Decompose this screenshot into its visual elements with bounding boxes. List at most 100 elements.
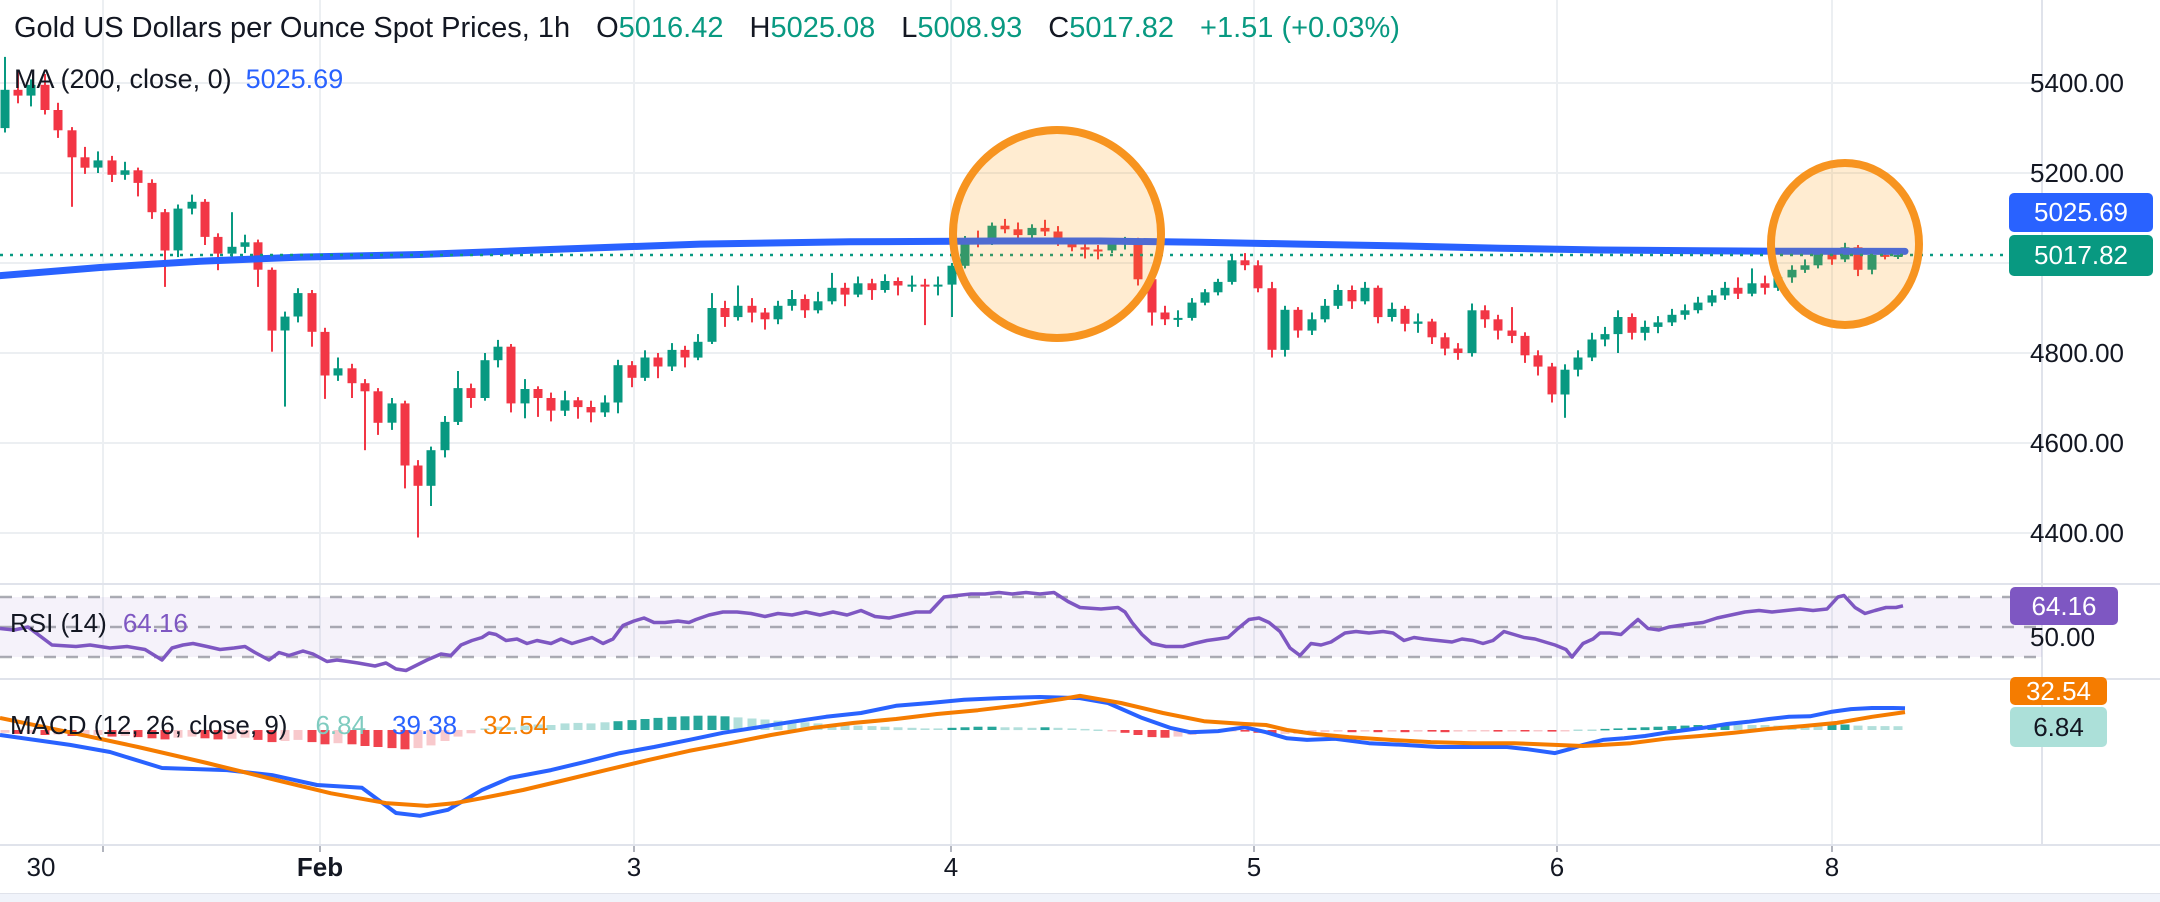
pane-rsi[interactable] (0, 590, 2042, 673)
price-axis-label: 5200.00 (2030, 158, 2124, 188)
candle-body (466, 388, 476, 398)
candle-body (640, 357, 650, 378)
macd-signal-line (0, 693, 1906, 808)
macd-hist-bar (80, 730, 90, 736)
macd-hist-bar (1627, 727, 1637, 730)
candle-body (1200, 292, 1210, 303)
macd-hist-value: 6.84 (315, 710, 367, 740)
high-value: H5025.08 (749, 12, 876, 44)
macd-legend[interactable]: MACD (12, 26, close, 9) 6.84 39.38 32.54 (10, 710, 548, 741)
macd-hist-bar (333, 730, 343, 744)
candle-body (920, 284, 930, 287)
candle-body (200, 201, 210, 237)
macd-hist-bar (1400, 730, 1410, 733)
macd-hist-bar (1467, 730, 1477, 732)
macd-hist-bar (267, 730, 277, 743)
candle-body (893, 281, 903, 286)
timeline-scrollbar[interactable] (0, 893, 2160, 902)
candle-body (907, 284, 917, 287)
candle-body (1267, 288, 1277, 350)
candle-body (1227, 260, 1237, 282)
candle-body (1307, 319, 1317, 331)
macd-hist-bar (0, 730, 10, 733)
macd-hist-bar (893, 727, 903, 731)
candle-body (1573, 357, 1583, 370)
macd-hist-bar (120, 730, 130, 736)
macd-hist-bar (293, 730, 303, 740)
highlight-circle[interactable] (949, 126, 1165, 342)
candle-body (573, 400, 583, 408)
macd-hist-bar (280, 730, 290, 741)
candle-body (426, 450, 436, 486)
macd-hist-bar (1853, 725, 1863, 730)
last-price-badge: 5017.82 (2009, 235, 2153, 276)
macd-hist-bar (1880, 726, 1890, 730)
candle-body (1480, 310, 1490, 320)
macd-hist-bar (213, 730, 223, 740)
macd-hist-bar (1053, 727, 1063, 730)
macd-hist-bar (1800, 726, 1810, 730)
macd-hist-bar (653, 717, 663, 730)
candle-body (546, 398, 556, 411)
macd-hist-bar (947, 727, 957, 730)
candle-body (773, 305, 783, 320)
candle-body (627, 365, 637, 378)
macd-hist-bar (1573, 729, 1583, 731)
macd-hist-bar (1360, 730, 1370, 732)
price-axis-label: 5400.00 (2030, 68, 2124, 98)
rsi-value: 64.16 (122, 608, 188, 638)
macd-hist-bar (920, 728, 930, 730)
macd-hist-bar (1427, 730, 1437, 732)
macd-hist-bar (1413, 730, 1423, 732)
open-value: O5016.42 (596, 12, 724, 44)
close-value: C5017.82 (1048, 12, 1175, 44)
candle-body (1147, 279, 1157, 313)
ma-legend[interactable]: MA (200, close, 0) 5025.69 (14, 64, 343, 95)
macd-hist-bar (800, 722, 810, 730)
candle-body (67, 130, 77, 158)
symbol-legend[interactable]: Gold US Dollars per Ounce Spot Prices, 1… (14, 12, 1400, 45)
macd-hist-bar (1000, 727, 1010, 731)
candle-body (613, 365, 623, 403)
macd-hist-bar (667, 716, 677, 730)
candle-body (960, 240, 970, 266)
candle-body (1613, 317, 1623, 335)
macd-hist-bar (1480, 730, 1490, 732)
candle-body (480, 360, 490, 398)
candle-body (1733, 287, 1743, 294)
candle-body (1653, 322, 1663, 327)
candle-body (387, 403, 397, 423)
pane-main[interactable] (0, 56, 2042, 538)
candle-body (827, 287, 837, 302)
rsi-legend[interactable]: RSI (14) 64.16 (10, 608, 188, 639)
candle-body (1880, 254, 1890, 257)
macd-hist-bar (733, 717, 743, 730)
candle-body (1107, 243, 1117, 251)
candle-body (307, 293, 317, 332)
highlight-circle[interactable] (1767, 159, 1923, 329)
candle-body (1400, 308, 1410, 324)
macd-hist-bar (1493, 730, 1503, 732)
macd-hist-bar (307, 730, 317, 743)
candle-body (880, 281, 890, 290)
candle-body (1360, 287, 1370, 302)
candle-body (747, 305, 757, 313)
ma-200-line[interactable] (0, 237, 1909, 280)
macd-hist-bar (400, 730, 410, 750)
candle-body (560, 400, 570, 411)
macd-hist-bar (1840, 724, 1850, 730)
candle-body (53, 110, 63, 131)
macd-hist-bar (1387, 730, 1397, 732)
macd-hist-bar (13, 730, 23, 734)
macd-hist-bar (373, 730, 383, 747)
macd-hist-bar (506, 727, 516, 731)
macd-hist-bar (960, 727, 970, 731)
ma-price-badge: 5025.69 (2009, 193, 2153, 232)
pane-macd[interactable] (0, 693, 1906, 818)
macd-hist-bar (560, 723, 570, 730)
candle-body (0, 89, 10, 129)
macd-hist-bar (360, 730, 370, 746)
macd-hist-bar (1813, 725, 1823, 730)
candle-body (280, 316, 290, 331)
